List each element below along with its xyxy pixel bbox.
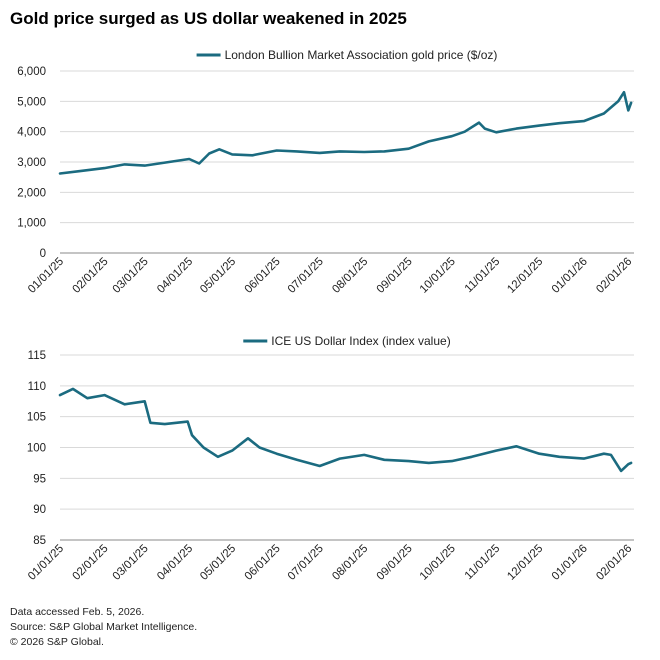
gold-x-tick-label: 01/01/26 [550, 256, 590, 296]
gold-y-tick-label: 2,000 [17, 187, 46, 199]
gold-y-tick-label: 6,000 [17, 66, 46, 78]
usd-x-tick-label: 02/01/25 [70, 543, 110, 583]
chart-title: Gold price surged as US dollar weakened … [10, 9, 407, 28]
gold-x-tick-label: 03/01/25 [111, 256, 151, 296]
footer-notes: Data accessed Feb. 5, 2026. Source: S&P … [10, 605, 197, 650]
usd-x-tick-label: 06/01/25 [243, 543, 283, 583]
gold-y-tick-label: 4,000 [17, 127, 46, 139]
gold-x-tick-label: 04/01/25 [155, 256, 195, 296]
usd-x-tick-label: 05/01/25 [198, 543, 238, 583]
usd-x-tick-label: 04/01/25 [155, 543, 195, 583]
gold-legend-label: London Bullion Market Association gold p… [225, 48, 498, 62]
usd-x-tick-label: 12/01/25 [505, 543, 545, 583]
usd-x-tick-label: 07/01/25 [286, 543, 326, 583]
gold-x-tick-label: 01/01/25 [26, 256, 66, 296]
gold-x-tick-label: 05/01/25 [198, 256, 238, 296]
gold-series-line [58, 90, 633, 175]
usd-series-line [58, 387, 633, 473]
usd-x-tick-label: 08/01/25 [330, 543, 370, 583]
gold-x-tick-label: 11/01/25 [463, 256, 503, 296]
footer-source: Source: S&P Global Market Intelligence. [10, 621, 198, 633]
usd-x-tick-label: 03/01/25 [111, 543, 151, 583]
usd-y-tick-label: 100 [27, 443, 46, 455]
gold-x-tick-label: 12/01/25 [505, 256, 545, 296]
usd-y-tick-label: 95 [33, 473, 46, 485]
gold-x-tick-label: 02/01/25 [70, 256, 110, 296]
gold-x-tick-label: 07/01/25 [286, 256, 326, 296]
footer-copyright: © 2026 S&P Global. [10, 636, 104, 648]
gold-y-tick-label: 3,000 [17, 157, 46, 169]
gold-y-tick-label: 0 [40, 248, 46, 260]
gold-y-tick-label: 5,000 [17, 96, 46, 108]
usd-x-tick-label: 01/01/25 [26, 543, 66, 583]
usd-x-tick-label: 11/01/25 [463, 543, 503, 583]
gold-x-tick-label: 08/01/25 [330, 256, 370, 296]
usd-x-tick-label: 09/01/25 [375, 543, 415, 583]
usd-y-tick-label: 115 [28, 350, 46, 362]
usd-x-tick-label: 01/01/26 [550, 543, 590, 583]
gold-x-tick-label: 02/01/26 [594, 256, 634, 296]
gold-x-tick-label: 09/01/25 [375, 256, 415, 296]
usd-legend-label: ICE US Dollar Index (index value) [271, 334, 450, 348]
footer-data-accessed: Data accessed Feb. 5, 2026. [10, 606, 145, 618]
usd-y-tick-label: 85 [33, 535, 46, 547]
usd-y-tick-label: 110 [28, 381, 46, 393]
usd-x-tick-label: 10/01/25 [418, 543, 458, 583]
usd-y-tick-label: 90 [33, 504, 46, 516]
gold-x-tick-label: 10/01/25 [418, 256, 458, 296]
gold-y-tick-label: 1,000 [17, 218, 46, 230]
usd-y-tick-label: 105 [27, 412, 46, 424]
usd-x-tick-label: 02/01/26 [594, 543, 634, 583]
gold-x-tick-label: 06/01/25 [243, 256, 283, 296]
